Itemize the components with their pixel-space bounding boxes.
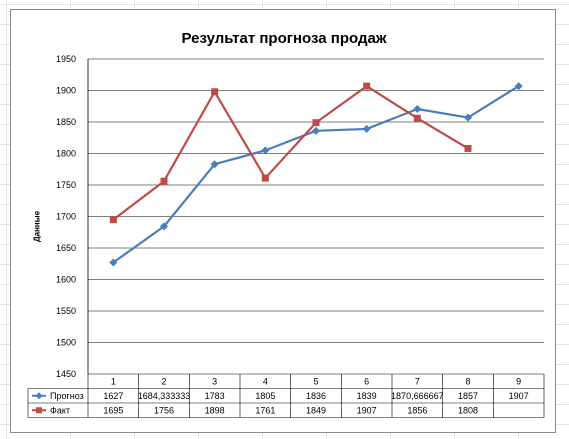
y-tick-label-1900: 1900 (56, 86, 76, 96)
table-value-Факт-6: 1907 (357, 405, 377, 415)
data-point-Факт-4 (261, 174, 269, 182)
data-point-Прогноз-8 (464, 113, 472, 122)
table-value-Факт-2: 1756 (154, 405, 174, 415)
data-point-Факт-1 (109, 216, 117, 224)
x-tick-label-6: 6 (364, 377, 369, 387)
data-point-Факт-6 (363, 82, 371, 90)
y-tick-label-1650: 1650 (56, 243, 76, 253)
y-tick-label-1850: 1850 (56, 117, 76, 127)
x-tick-label-5: 5 (313, 377, 318, 387)
data-point-Прогноз-9 (514, 82, 523, 91)
legend-key-marker-Прогноз (35, 392, 43, 400)
chart-title: Результат прогноза продаж (181, 30, 387, 47)
table-value-Прогноз-6: 1839 (357, 391, 377, 401)
x-tick-label-1: 1 (111, 377, 116, 387)
x-tick-label-2: 2 (161, 377, 166, 387)
series-line-Факт (112, 84, 469, 221)
x-tick-label-9: 9 (516, 377, 521, 387)
x-tick-label-7: 7 (415, 377, 420, 387)
data-point-Прогноз-6 (362, 124, 371, 133)
data-point-Факт-2 (160, 177, 168, 185)
y-tick-label-1700: 1700 (56, 212, 76, 222)
y-tick-label-1950: 1950 (56, 54, 76, 64)
series-line-Прогноз (112, 85, 520, 264)
table-value-Прогноз-8: 1857 (458, 391, 478, 401)
x-tick-label-3: 3 (212, 377, 217, 387)
chart-plot: 1450 1500 1550 1600 1650 1700 1750 1800 1850 1900… (27, 54, 545, 418)
table-value-Прогноз-2: 1684,333333 (138, 391, 191, 401)
data-point-Прогноз-7 (413, 104, 422, 113)
legend-label-Факт: Факт (50, 405, 70, 415)
data-point-Прогноз-5 (312, 126, 320, 135)
data-point-Прогноз-4 (261, 146, 270, 155)
y-tick-label-1800: 1800 (56, 149, 76, 159)
table-value-Факт-5: 1849 (306, 405, 326, 415)
y-tick-label-1550: 1550 (56, 306, 76, 316)
legend-label-Прогноз: Прогноз (50, 391, 84, 401)
data-point-Факт-3 (211, 88, 219, 96)
data-point-Факт-5 (312, 119, 320, 127)
table-value-Факт-8: 1808 (458, 405, 478, 415)
x-tick-label-4: 4 (263, 377, 268, 387)
y-tick-label-1600: 1600 (56, 275, 76, 285)
table-value-Прогноз-1: 1627 (103, 391, 123, 401)
table-value-Прогноз-9: 1907 (509, 391, 529, 401)
table-value-Прогноз-5: 1836 (306, 391, 326, 401)
table-value-Прогноз-7: 1870,666667 (391, 391, 444, 401)
table-value-Факт-4: 1761 (255, 405, 275, 415)
data-point-Прогноз-3 (210, 160, 219, 169)
data-point-Прогноз-2 (160, 222, 168, 231)
data-point-Прогноз-1 (109, 258, 118, 267)
x-tick-label-8: 8 (465, 377, 470, 387)
data-point-Факт-7 (413, 114, 421, 122)
y-tick-label-1750: 1750 (56, 180, 76, 190)
legend-key-marker-Факт (36, 407, 42, 414)
table-value-Прогноз-4: 1805 (255, 391, 275, 401)
chart-area[interactable]: Результат прогноза продаж Данные 1450 150… (10, 9, 556, 433)
table-value-Прогноз-3: 1783 (205, 391, 225, 401)
table-value-Факт-1: 1695 (103, 405, 123, 415)
y-tick-label-1450: 1450 (56, 369, 76, 379)
y-tick-label-1500: 1500 (56, 338, 76, 348)
data-point-Факт-8 (464, 144, 472, 152)
table-value-Факт-7: 1856 (407, 405, 427, 415)
table-value-Факт-3: 1898 (205, 405, 225, 415)
